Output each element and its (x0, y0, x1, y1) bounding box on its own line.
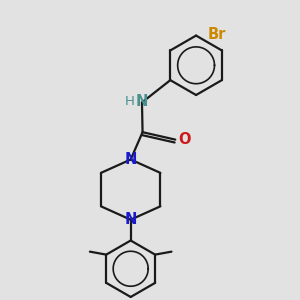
Text: O: O (178, 132, 190, 147)
Text: N: N (124, 212, 137, 227)
Text: Br: Br (207, 27, 226, 42)
Text: N: N (136, 94, 148, 109)
Text: H: H (125, 95, 135, 108)
Text: N: N (124, 152, 137, 167)
